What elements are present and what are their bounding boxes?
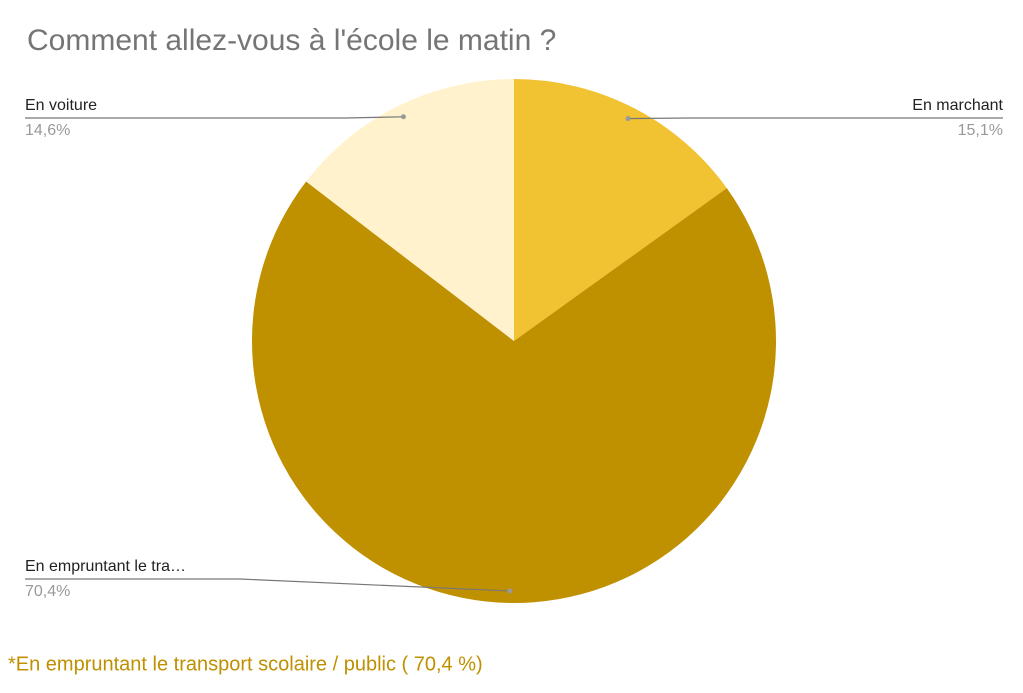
slice-label: En marchant: [912, 97, 1003, 114]
leader-dot: [400, 114, 406, 120]
footnote: *En empruntant le transport scolaire / p…: [8, 653, 483, 675]
leader-line: [25, 116, 404, 119]
slice-value: 15,1%: [958, 122, 1003, 139]
leader-line: [25, 578, 511, 592]
leader-dot: [507, 588, 513, 594]
slice-value: 14,6%: [25, 122, 70, 139]
pie-slice: [306, 78, 514, 341]
slice-label: En empruntant le tra…: [25, 558, 186, 575]
chart-title: Comment allez-vous à l'école le matin ?: [27, 24, 556, 57]
leader-dot: [625, 116, 631, 122]
pie-slice: [514, 79, 727, 341]
leader-line: [628, 117, 1003, 120]
slice-value: 70,4%: [25, 583, 70, 600]
pie-slice: [252, 181, 776, 604]
slice-label: En voiture: [25, 97, 97, 114]
